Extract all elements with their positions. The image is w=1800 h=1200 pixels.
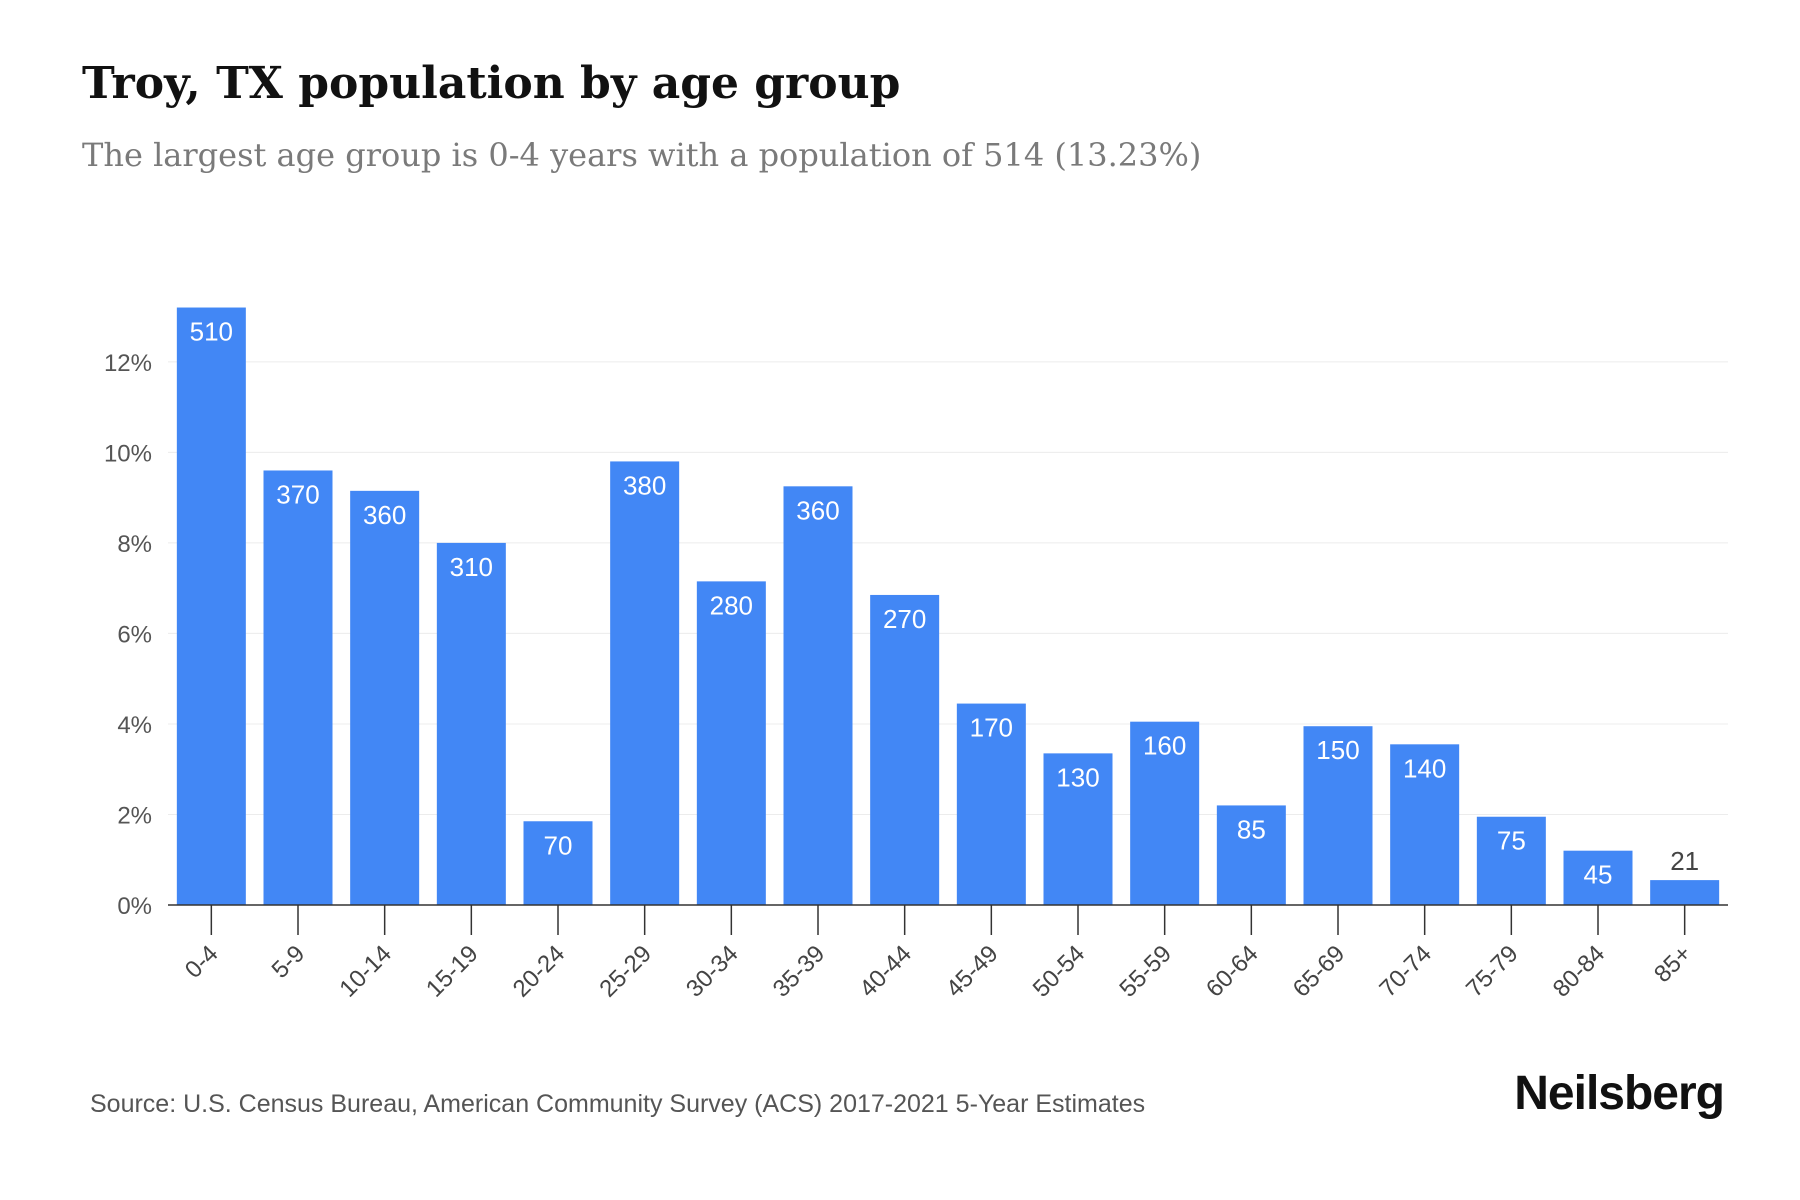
x-tick-label: 40-44 (854, 940, 917, 1003)
bar-value-label: 310 (450, 552, 493, 582)
bar-value-label: 160 (1143, 731, 1186, 761)
y-tick-label: 6% (117, 621, 152, 648)
bar (1390, 744, 1460, 905)
bar-value-label: 21 (1670, 846, 1699, 876)
chart-title: Troy, TX population by age group (82, 58, 901, 109)
bar (263, 470, 333, 905)
bar (1303, 726, 1373, 905)
bar (1216, 805, 1286, 905)
x-tick-label: 0-4 (180, 940, 224, 984)
bar (610, 461, 680, 905)
bar-value-label: 170 (970, 713, 1013, 743)
bar (1476, 816, 1546, 905)
bar (436, 542, 506, 905)
x-tick-label: 20-24 (508, 940, 571, 1003)
y-tick-label: 0% (117, 893, 152, 920)
bar-value-label: 150 (1316, 735, 1359, 765)
bar (696, 581, 766, 905)
bar-value-label: 130 (1056, 762, 1099, 792)
bar (350, 490, 420, 905)
bar-value-label: 270 (883, 604, 926, 634)
bar-value-label: 510 (190, 317, 233, 347)
bar (1130, 721, 1200, 905)
y-tick-label: 4% (117, 712, 152, 739)
x-tick-label: 85+ (1649, 940, 1697, 988)
y-tick-label: 8% (117, 531, 152, 558)
bar (783, 486, 853, 905)
bar-value-label: 75 (1497, 826, 1526, 856)
bar-value-label: 360 (363, 500, 406, 530)
x-tick-label: 70-74 (1374, 940, 1437, 1003)
bar-value-label: 45 (1584, 860, 1613, 890)
source-note: Source: U.S. Census Bureau, American Com… (90, 1090, 1146, 1118)
bar (956, 703, 1026, 905)
y-tick-label: 2% (117, 802, 152, 829)
bar (1043, 753, 1113, 905)
x-tick-label: 10-14 (334, 940, 397, 1003)
x-tick-label: 15-19 (421, 940, 484, 1003)
bar (523, 821, 593, 905)
x-tick-label: 50-54 (1028, 940, 1091, 1003)
bar (870, 594, 940, 905)
x-tick-label: 45-49 (941, 940, 1004, 1003)
y-tick-label: 10% (104, 440, 152, 467)
bar (1563, 850, 1633, 905)
bar-value-label: 380 (623, 470, 666, 500)
x-tick-label: 25-29 (594, 940, 657, 1003)
bar-value-label: 370 (276, 479, 319, 509)
x-tick-label: 75-79 (1461, 940, 1524, 1003)
bar-value-label: 70 (544, 830, 573, 860)
bar (1650, 880, 1720, 905)
bar-value-label: 280 (710, 590, 753, 620)
x-tick-label: 80-84 (1548, 940, 1611, 1003)
x-tick-label: 30-34 (681, 940, 744, 1003)
x-tick-label: 60-64 (1201, 940, 1264, 1003)
chart-subtitle: The largest age group is 0-4 years with … (82, 136, 1202, 174)
brand-logo: Neilsberg (1514, 1067, 1725, 1120)
x-tick-label: 5-9 (267, 940, 311, 984)
x-tick-label: 35-39 (768, 940, 831, 1003)
y-tick-label: 12% (104, 350, 152, 377)
bar-value-label: 85 (1237, 814, 1266, 844)
bar (176, 307, 246, 905)
x-tick-label: 55-59 (1114, 940, 1177, 1003)
x-tick-label: 65-69 (1288, 940, 1351, 1003)
bar-value-label: 140 (1403, 753, 1446, 783)
bar-value-label: 360 (796, 495, 839, 525)
